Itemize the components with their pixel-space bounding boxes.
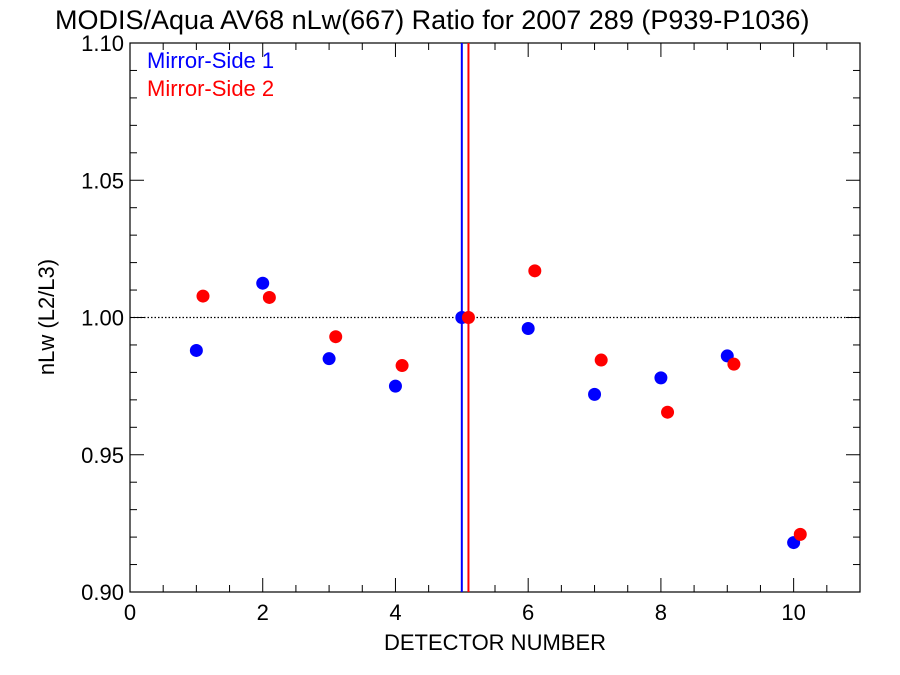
data-point [654,371,668,385]
x-tick-label: 8 [655,600,667,625]
data-point [189,343,203,357]
x-tick-label: 2 [257,600,269,625]
data-point [521,321,535,335]
chart-title: MODIS/Aqua AV68 nLw(667) Ratio for 2007 … [55,5,809,35]
y-tick-label: 0.95 [81,443,124,468]
data-point [588,387,602,401]
legend: Mirror-Side 1 Mirror-Side 2 [147,48,274,101]
data-point [329,330,343,344]
x-tick-label: 10 [781,600,805,625]
axis-tick-labels: 0 2 4 6 8 10 0.90 0.95 1.00 1.05 1.10 [81,31,806,625]
data-point [388,379,402,393]
data-point [256,276,270,290]
data-point [793,527,807,541]
data-point [594,353,608,367]
x-tick-label: 0 [124,600,136,625]
axis-ticks [129,42,861,593]
data-point [461,311,475,324]
legend-entry: Mirror-Side 2 [147,76,274,101]
y-tick-label: 0.90 [81,580,124,605]
data-point [395,359,409,373]
data-point [322,352,336,366]
data-point [661,405,675,419]
data-points [189,264,807,550]
y-axis-label: nLw (L2/L3) [34,259,59,375]
x-tick-label: 4 [389,600,401,625]
data-point [196,289,210,303]
y-tick-label: 1.05 [81,168,124,193]
x-tick-label: 6 [522,600,534,625]
y-tick-label: 1.00 [81,306,124,331]
data-point [262,290,276,304]
data-point [528,264,542,278]
x-axis-label: DETECTOR NUMBER [384,630,606,655]
data-point [727,357,741,371]
y-tick-label: 1.10 [81,31,124,56]
legend-entry: Mirror-Side 1 [147,48,274,73]
